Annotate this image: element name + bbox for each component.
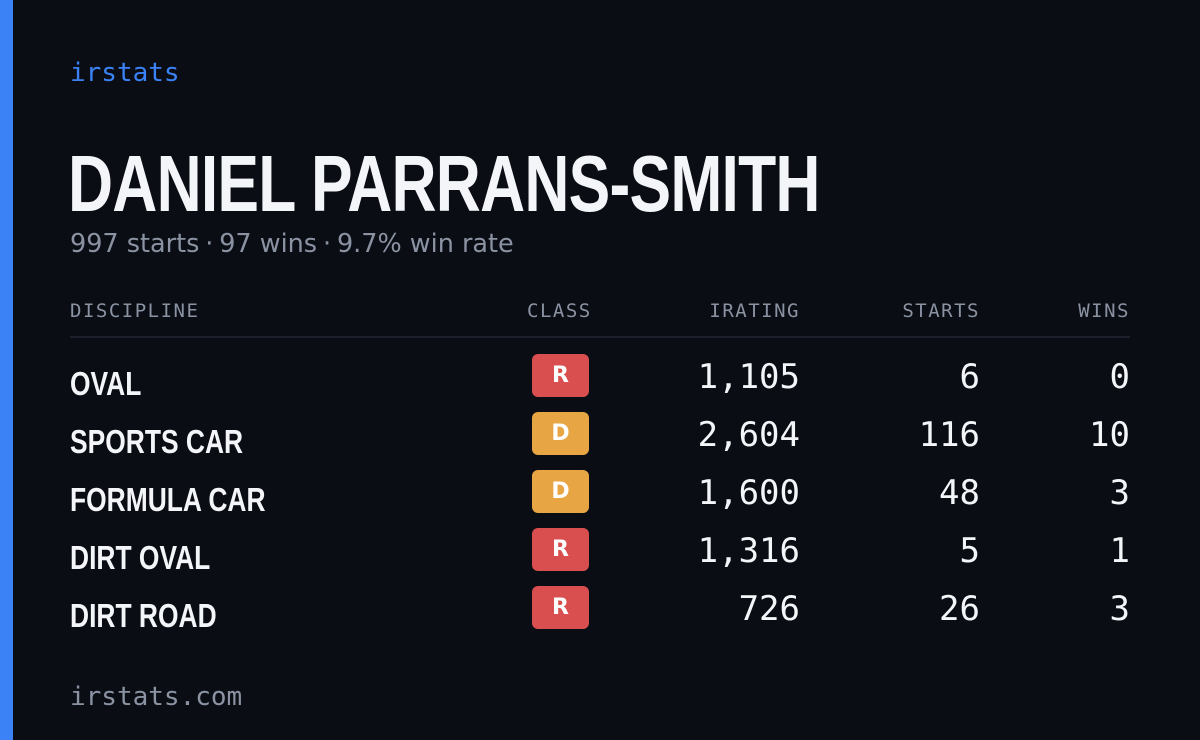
driver-name: DANIEL PARRANS-SMITH — [68, 139, 820, 228]
starts-value: 26 — [939, 589, 980, 629]
irating-value: 726 — [738, 589, 800, 629]
class-badge: R — [532, 354, 589, 397]
brand-logo-text: irstats — [70, 58, 180, 88]
wins-value: 1 — [1109, 531, 1130, 571]
table-row: FORMULA CAR D 1,600 48 3 — [70, 470, 1130, 528]
header-wins: WINS — [1078, 300, 1130, 322]
irating-value: 1,316 — [697, 531, 800, 571]
summary-separator: · — [205, 229, 214, 259]
discipline-name: DIRT ROAD — [70, 597, 217, 634]
wins-value: 0 — [1109, 357, 1130, 397]
header-irating: IRATING — [709, 300, 800, 322]
irating-value: 1,600 — [697, 473, 800, 513]
table-row: DIRT OVAL R 1,316 5 1 — [70, 528, 1130, 586]
starts-value: 5 — [959, 531, 980, 571]
accent-bar — [0, 0, 13, 740]
wins-value: 3 — [1109, 589, 1130, 629]
header-divider — [70, 336, 1130, 338]
driver-summary: 997 starts · 97 wins · 9.7% win rate — [70, 226, 514, 262]
starts-value: 116 — [918, 415, 980, 455]
discipline-name: DIRT OVAL — [70, 539, 211, 576]
irating-value: 1,105 — [697, 357, 800, 397]
table-row: SPORTS CAR D 2,604 116 10 — [70, 412, 1130, 470]
discipline-name: SPORTS CAR — [70, 423, 244, 460]
class-badge: D — [532, 412, 589, 455]
table-row: OVAL R 1,105 6 0 — [70, 354, 1130, 412]
discipline-name: OVAL — [70, 365, 142, 402]
header-starts: STARTS — [902, 300, 980, 322]
discipline-name: FORMULA CAR — [70, 481, 266, 518]
header-class: CLASS — [527, 300, 592, 322]
win-rate-summary: 9.7% win rate — [336, 229, 514, 259]
class-badge: R — [532, 528, 589, 571]
class-badge: R — [532, 586, 589, 629]
wins-value: 3 — [1109, 473, 1130, 513]
irating-value: 2,604 — [697, 415, 800, 455]
wins-summary: 97 wins — [219, 229, 318, 259]
class-badge: D — [532, 470, 589, 513]
footer-url: irstats.com — [70, 682, 243, 712]
starts-value: 6 — [959, 357, 980, 397]
table-row: DIRT ROAD R 726 26 3 — [70, 586, 1130, 644]
summary-separator: · — [322, 229, 332, 259]
starts-summary: 997 starts — [70, 229, 200, 259]
starts-value: 48 — [939, 473, 980, 513]
table-header: DISCIPLINE CLASS IRATING STARTS WINS — [70, 298, 1130, 328]
header-discipline: DISCIPLINE — [70, 300, 200, 322]
wins-value: 10 — [1089, 415, 1130, 455]
